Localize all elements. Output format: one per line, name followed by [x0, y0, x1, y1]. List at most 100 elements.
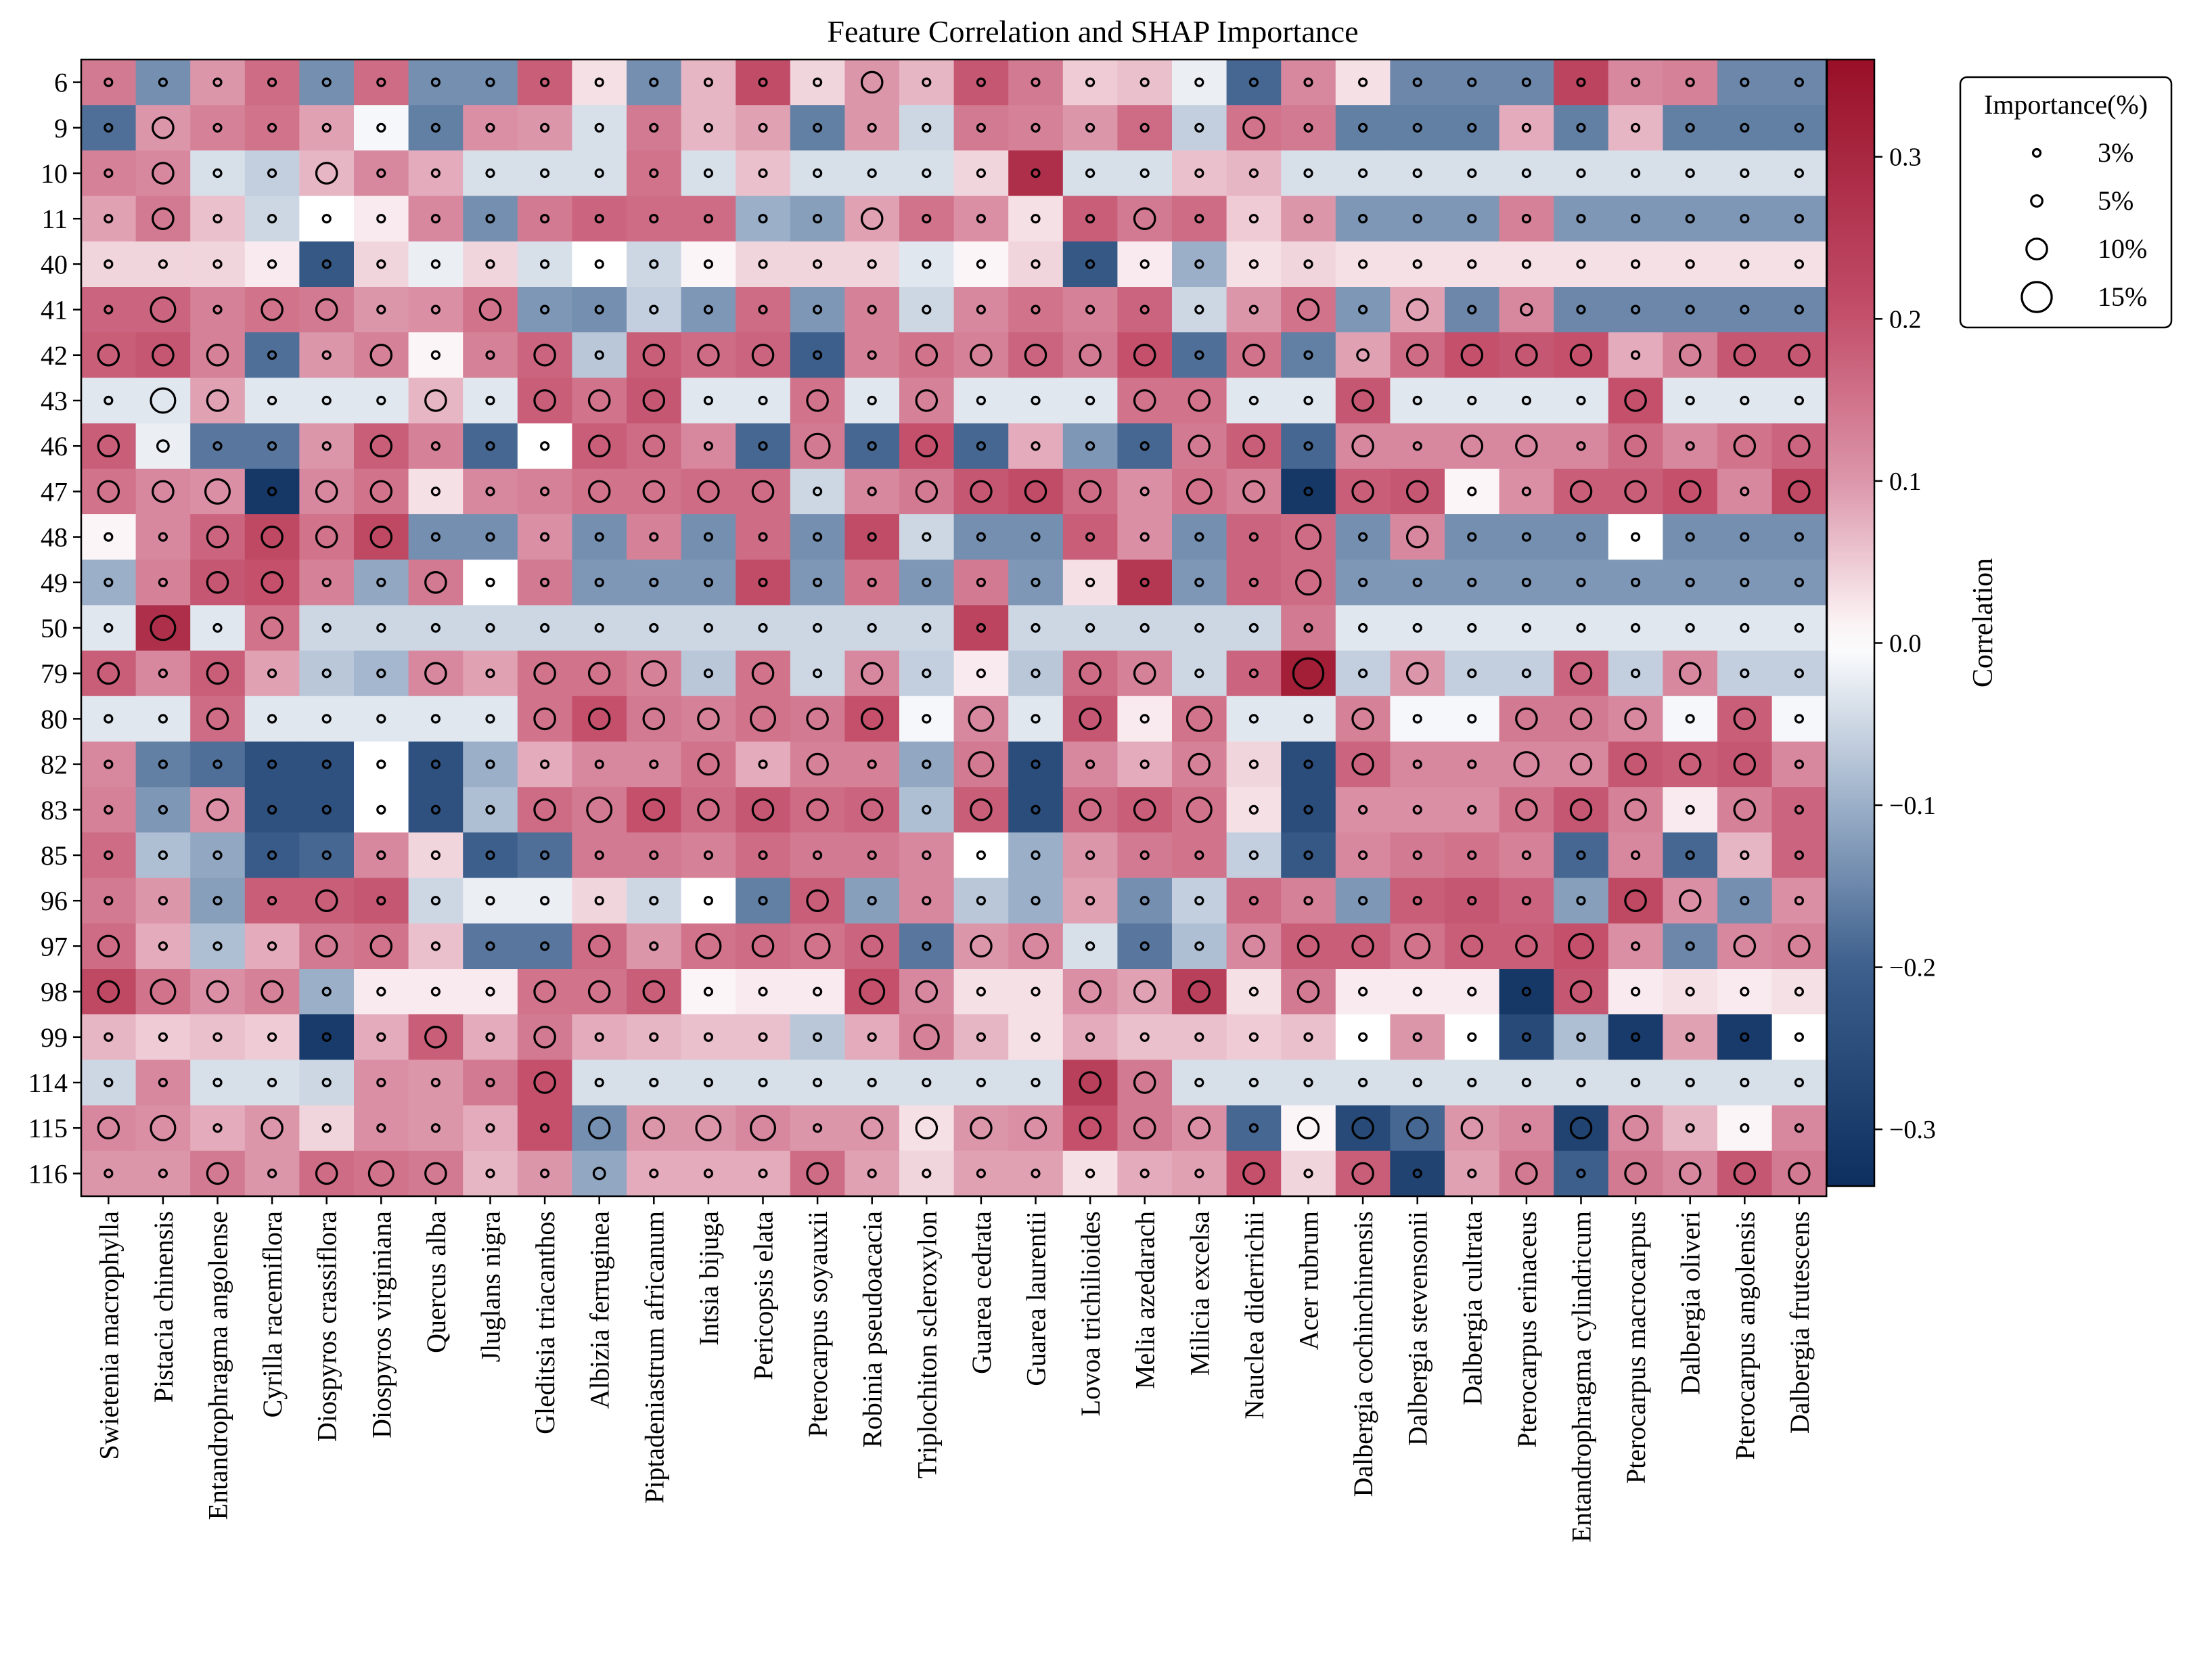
heatmap-cell — [463, 514, 518, 560]
heatmap-cell — [1499, 332, 1554, 378]
heatmap-cell — [1499, 287, 1554, 333]
heatmap-cell — [354, 287, 409, 333]
heatmap-cell — [1717, 60, 1773, 106]
heatmap-cell — [1771, 287, 1827, 333]
importance-bubble — [478, 298, 502, 321]
heatmap-cell — [790, 560, 845, 606]
heatmap-cell — [244, 742, 300, 788]
importance-bubble — [1467, 1032, 1477, 1042]
heatmap-cell — [1717, 787, 1773, 833]
importance-bubble — [539, 441, 550, 451]
heatmap-cell — [299, 696, 355, 742]
importance-bubble — [1133, 1116, 1156, 1139]
heatmap-cell — [1663, 923, 1718, 970]
heatmap-cell — [463, 696, 518, 742]
heatmap-cell — [1117, 196, 1173, 242]
heatmap-cell — [244, 241, 300, 288]
heatmap-cell — [681, 1105, 736, 1152]
importance-bubble — [1031, 986, 1041, 997]
heatmap-cell — [844, 105, 900, 151]
importance-bubble — [1740, 532, 1750, 542]
importance-bubble — [97, 480, 120, 503]
importance-bubble — [430, 804, 441, 815]
heatmap-cell — [244, 650, 300, 697]
importance-bubble — [594, 1077, 604, 1088]
heatmap-cell — [1281, 1150, 1336, 1197]
importance-bubble — [976, 168, 987, 179]
heatmap-cell — [408, 923, 464, 970]
heatmap-cell — [408, 378, 464, 424]
importance-bubble — [642, 707, 666, 731]
heatmap-cell — [1172, 423, 1227, 470]
importance-bubble — [915, 980, 939, 1003]
heatmap-cell — [736, 560, 791, 606]
importance-bubble — [867, 1168, 877, 1179]
importance-bubble — [649, 532, 659, 542]
heatmap-cell — [1281, 378, 1336, 424]
importance-bubble — [1194, 1168, 1204, 1179]
heatmap-cell — [1608, 332, 1663, 378]
importance-bubble — [922, 714, 932, 724]
heatmap-cell — [354, 742, 409, 788]
importance-bubble — [1733, 343, 1757, 367]
heatmap-cell — [1226, 241, 1282, 288]
heatmap-cell — [1335, 423, 1391, 470]
importance-bubble — [1139, 759, 1150, 769]
heatmap-cell — [1499, 832, 1554, 879]
importance-bubble — [1031, 577, 1041, 587]
heatmap-cell — [1390, 423, 1445, 470]
heatmap-cell — [844, 514, 900, 560]
heatmap-cell — [408, 1060, 464, 1106]
heatmap-cell — [1172, 287, 1227, 333]
importance-bubble — [812, 304, 823, 315]
heatmap-cell — [1608, 878, 1663, 924]
column-tick-label: Acer rubrum — [1294, 1211, 1324, 1350]
importance-bubble — [1031, 122, 1041, 133]
importance-bubble — [1521, 622, 1531, 633]
importance-bubble — [1631, 259, 1641, 269]
importance-bubble — [922, 168, 932, 179]
heatmap-cell — [790, 969, 845, 1015]
heatmap-cell — [1390, 832, 1445, 879]
importance-bubble — [267, 77, 277, 87]
heatmap-cell — [1717, 241, 1773, 288]
importance-bubble — [1031, 304, 1041, 315]
importance-bubble — [1248, 759, 1259, 769]
importance-bubble — [1740, 1077, 1750, 1088]
importance-bubble — [539, 214, 550, 224]
importance-bubble — [1576, 122, 1586, 133]
importance-bubble — [594, 122, 604, 133]
importance-bubble — [485, 259, 495, 269]
heatmap-cell — [190, 969, 246, 1015]
importance-bubble — [430, 1123, 441, 1133]
importance-bubble — [1631, 986, 1641, 997]
importance-bubble — [1357, 622, 1368, 633]
heatmap-cell — [1226, 1060, 1282, 1106]
heatmap-cell — [1717, 923, 1773, 970]
importance-bubble — [1139, 259, 1150, 269]
heatmap-cell — [1335, 923, 1391, 970]
importance-bubble — [430, 532, 441, 542]
importance-bubble — [1412, 804, 1422, 815]
importance-bubble — [703, 259, 714, 269]
heatmap-cell — [244, 787, 300, 833]
importance-bubble — [804, 932, 831, 959]
importance-bubble — [1788, 1162, 1811, 1185]
heatmap-cell — [408, 605, 464, 652]
importance-bubble — [369, 934, 393, 958]
importance-bubble — [212, 622, 223, 633]
importance-bubble — [703, 1077, 714, 1088]
heatmap-cell — [1117, 378, 1173, 424]
importance-bubble — [1733, 1162, 1757, 1185]
importance-bubble — [1467, 577, 1477, 587]
importance-bubble — [867, 486, 877, 497]
importance-bubble — [1194, 896, 1204, 906]
importance-bubble — [1031, 1077, 1041, 1088]
importance-bubble — [321, 714, 332, 724]
heatmap-cell — [244, 969, 300, 1015]
heatmap-cell — [463, 1014, 518, 1060]
importance-bubble — [1412, 395, 1422, 406]
heatmap-cell — [1445, 605, 1500, 652]
heatmap-cell — [790, 241, 845, 288]
importance-bubble — [1794, 1077, 1804, 1088]
